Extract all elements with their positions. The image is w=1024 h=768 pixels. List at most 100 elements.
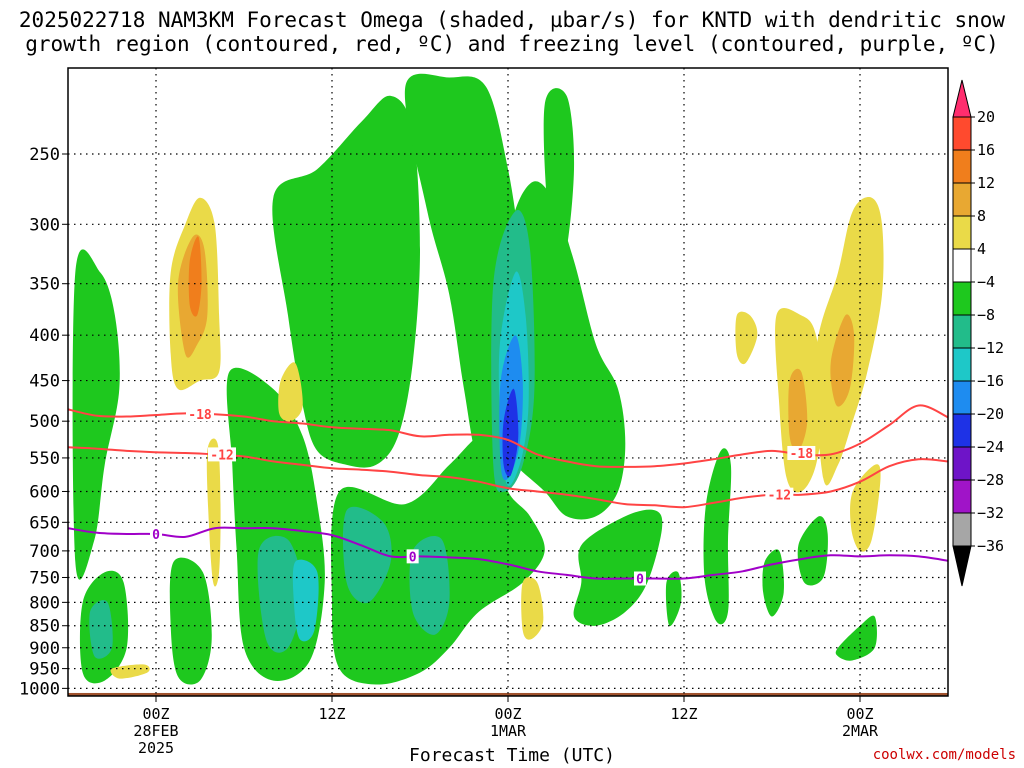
y-tick-label: 950 <box>29 660 60 680</box>
contour-label: -12 <box>768 489 791 504</box>
colorbar-box-8 <box>952 380 972 415</box>
colorbar-box-4 <box>952 248 972 283</box>
x-tick-label: 00Z <box>142 705 169 723</box>
omega-region-4 <box>272 95 420 468</box>
colorbar-label: −24 <box>977 438 1004 456</box>
colorbar-label: −4 <box>977 273 995 291</box>
colorbar-label: −12 <box>977 339 1004 357</box>
omega-region-11 <box>703 448 732 625</box>
colorbar-label: 20 <box>977 108 995 126</box>
omega-region-17 <box>342 506 392 604</box>
chart-title-line2: growth region (contoured, red, ºC) and f… <box>25 32 999 56</box>
colorbar: 20 16 12 8 4 −4 −8 −12 −16 −20 −24 −28 −32 −36 <box>952 79 1004 587</box>
ground-layer <box>68 692 948 696</box>
x-tick-date: 2MAR <box>842 722 879 740</box>
y-tick-label: 400 <box>29 326 60 346</box>
contour-labels: -18 -12 0 0 0 -18 -12 <box>150 407 816 588</box>
y-tick-label: 650 <box>29 513 60 533</box>
y-tick-label: 350 <box>29 275 60 295</box>
contour-label-bg <box>765 487 794 502</box>
x-tick-label: 00Z <box>846 705 873 723</box>
omega-region-31 <box>735 311 758 365</box>
y-tick-label: 700 <box>29 542 60 562</box>
y-tick-label: 500 <box>29 412 60 432</box>
omega-region-27 <box>110 664 150 679</box>
colorbar-box-11 <box>952 479 972 514</box>
omega-region-0 <box>72 249 120 580</box>
colorbar-label: 12 <box>977 174 995 192</box>
x-tick-label: 12Z <box>318 705 345 723</box>
ground-fill <box>68 692 948 696</box>
y-tick-label: 300 <box>29 215 60 235</box>
omega-shading <box>72 73 884 685</box>
contour-label-bg <box>406 549 419 564</box>
contour-label-bg <box>208 447 236 462</box>
colorbar-box-3 <box>952 215 972 250</box>
contour-label: 0 <box>636 573 644 588</box>
contour-label: 0 <box>409 550 417 565</box>
contour-label-bg <box>186 407 214 422</box>
omega-region-8 <box>543 88 575 264</box>
x-tick-date: 28FEB <box>133 722 178 740</box>
omega-region-35 <box>788 368 808 452</box>
credit-text: coolwx.com/models <box>872 747 1016 763</box>
colorbar-top-arrow <box>952 79 972 118</box>
y-tick-label: 850 <box>29 617 60 637</box>
contour-label: -12 <box>210 448 233 463</box>
y-tick-label: 1000 <box>19 679 60 699</box>
colorbar-label: −28 <box>977 471 1004 489</box>
colorbar-label: −8 <box>977 306 995 324</box>
contour-label: -18 <box>790 447 814 462</box>
x-tick-label: 00Z <box>494 705 521 723</box>
contour-line-2 <box>68 526 948 580</box>
colorbar-box-0 <box>952 116 972 151</box>
contour-label: 0 <box>152 528 160 543</box>
colorbar-label: −16 <box>977 372 1004 390</box>
colorbar-box-7 <box>952 347 972 382</box>
omega-region-16 <box>257 535 303 653</box>
y-axis: 2503003504004505005506006507007508008509… <box>19 145 68 699</box>
colorbar-box-5 <box>952 281 972 316</box>
colorbar-label: −36 <box>977 537 1004 555</box>
x-axis-title: Forecast Time (UTC) <box>409 745 615 766</box>
y-tick-label: 450 <box>29 372 60 392</box>
x-tick-label: 12Z <box>670 705 697 723</box>
colorbar-bottom-arrow <box>952 545 972 587</box>
omega-region-28 <box>206 438 221 587</box>
y-tick-label: 900 <box>29 639 60 659</box>
colorbar-box-10 <box>952 446 972 481</box>
contour-label-bg <box>150 527 162 542</box>
colorbar-box-9 <box>952 413 972 448</box>
omega-region-26 <box>188 236 202 317</box>
colorbar-box-6 <box>952 314 972 349</box>
omega-region-34 <box>850 464 881 552</box>
omega-region-10 <box>665 571 682 627</box>
colorbar-label: 8 <box>977 207 986 225</box>
omega-region-19 <box>409 536 450 635</box>
omega-region-30 <box>521 577 544 640</box>
y-tick-label: 600 <box>29 482 60 502</box>
contour-label: -18 <box>188 408 212 423</box>
omega-region-23 <box>502 388 519 477</box>
omega-region-20 <box>292 559 319 642</box>
colorbar-label: −20 <box>977 405 1004 423</box>
x-tick-date: 1MAR <box>490 722 527 740</box>
x-tick-year: 2025 <box>138 739 174 757</box>
colorbar-label: 4 <box>977 240 986 258</box>
omega-region-15 <box>89 600 113 659</box>
y-tick-label: 250 <box>29 145 60 165</box>
colorbar-box-12 <box>952 512 972 547</box>
omega-region-14 <box>835 615 877 661</box>
y-tick-label: 750 <box>29 568 60 588</box>
omega-region-29 <box>278 362 303 422</box>
omega-region-2 <box>169 557 212 685</box>
chart-title-line1: 2025022718 NAM3KM Forecast Omega (shaded… <box>18 8 1006 32</box>
omega-region-9 <box>573 509 663 626</box>
y-tick-label: 800 <box>29 593 60 613</box>
contour-label-bg <box>787 445 816 460</box>
colorbar-box-1 <box>952 149 972 184</box>
colorbar-label: 16 <box>977 141 995 159</box>
colorbar-label: −32 <box>977 504 1004 522</box>
